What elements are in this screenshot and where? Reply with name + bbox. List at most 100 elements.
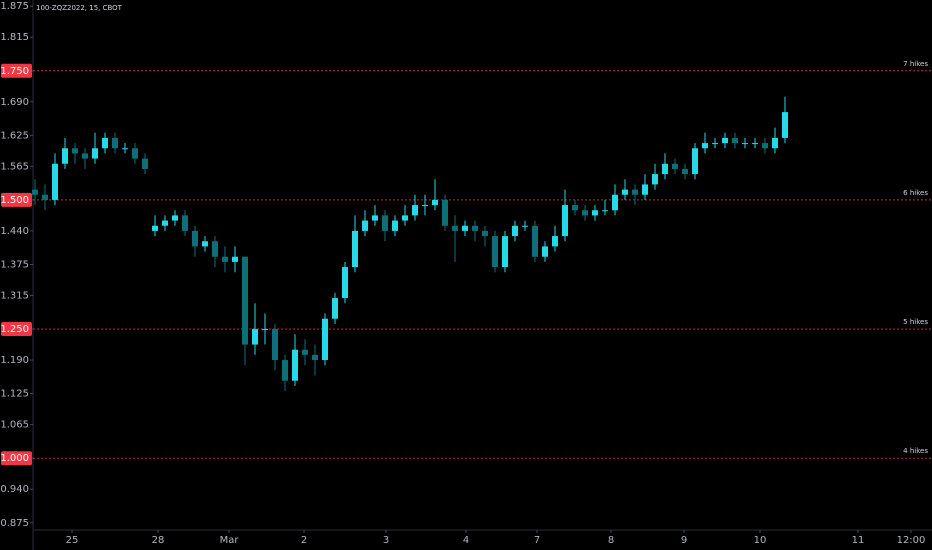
candle-body <box>672 163 678 169</box>
candle-body <box>142 158 148 169</box>
candle-body <box>72 148 78 154</box>
candle-body <box>642 184 648 195</box>
candle-body <box>402 215 408 221</box>
candle-body <box>112 137 118 149</box>
y-tick-label: 1.250 <box>0 324 29 335</box>
y-tick-label: 1.315 <box>0 290 29 301</box>
y-tick-label: 1.625 <box>0 130 29 141</box>
candle-body <box>372 215 378 221</box>
level-label: 4 hikes <box>903 447 928 455</box>
candle-body <box>362 220 368 231</box>
candle-body <box>502 236 508 268</box>
x-tick-label: 25 <box>66 535 79 546</box>
candle-body <box>42 194 48 200</box>
x-tick-label: 10 <box>754 535 767 546</box>
candle-body <box>252 329 258 345</box>
level-label: 5 hikes <box>903 318 928 326</box>
y-tick-label: 1.125 <box>0 389 29 400</box>
candle-body <box>192 230 198 247</box>
candle-body <box>482 230 488 237</box>
y-tick-label: 1.815 <box>0 32 29 43</box>
x-tick-label: 12:00 <box>897 535 926 546</box>
candle-body <box>332 298 338 319</box>
candle-body <box>412 205 418 216</box>
x-tick-label: Mar <box>220 535 240 546</box>
candle-body <box>702 143 708 149</box>
candle-body <box>342 267 348 299</box>
level-price-box <box>1 451 32 466</box>
candle-body <box>782 112 788 138</box>
level-label: 7 hikes <box>903 60 928 68</box>
chart-title: 100-ZQZ2022, 15, CBOT <box>36 4 123 12</box>
candle-body <box>732 137 738 144</box>
candle-body <box>582 210 588 216</box>
y-tick-label: 1.565 <box>0 161 29 172</box>
candle-body <box>102 137 108 149</box>
x-tick-label: 3 <box>383 535 389 546</box>
y-tick-label: 1.750 <box>0 66 29 77</box>
candle-body <box>352 230 358 268</box>
candle-body <box>242 256 248 345</box>
candle-body <box>62 148 68 164</box>
candle-body <box>52 163 58 200</box>
level-price-box <box>1 192 32 207</box>
y-tick-label: 1.375 <box>0 259 29 270</box>
candle-body <box>662 163 668 175</box>
candle-body <box>392 220 398 231</box>
candle-body <box>562 205 568 237</box>
x-tick-label: 28 <box>152 535 165 546</box>
candle-body <box>682 168 688 175</box>
y-tick-label: 1.000 <box>0 453 29 464</box>
candle-body <box>542 246 548 257</box>
y-tick-label: 1.500 <box>0 195 29 206</box>
candle-body <box>472 225 478 231</box>
y-tick-label: 1.065 <box>0 420 29 431</box>
candle-body <box>762 143 768 149</box>
level-price-box <box>1 63 32 78</box>
candle-body <box>522 225 528 227</box>
candle-body <box>152 225 158 231</box>
candle-body <box>712 143 718 145</box>
candle-body <box>92 148 98 159</box>
candle-body <box>572 205 578 211</box>
candle-body <box>602 210 608 212</box>
candle-body <box>652 174 658 185</box>
y-tick-label: 0.875 <box>0 518 29 529</box>
x-tick-label: 7 <box>534 535 540 546</box>
y-tick-label: 1.690 <box>0 97 29 108</box>
y-tick-label: 1.875 <box>0 1 29 12</box>
candle-body <box>592 210 598 216</box>
candle-body <box>202 241 208 247</box>
candle-body <box>742 143 748 145</box>
candle-body <box>232 256 238 262</box>
candle-body <box>772 137 778 149</box>
candle-body <box>322 318 328 361</box>
candle-body <box>632 189 638 195</box>
y-tick-label: 1.440 <box>0 226 29 237</box>
x-tick-label: 9 <box>681 535 687 546</box>
candle-body <box>272 329 278 361</box>
candle-body <box>302 349 308 355</box>
candle-body <box>182 215 188 231</box>
candle-body <box>162 220 168 226</box>
candle-body <box>172 215 178 221</box>
candle-body <box>512 225 518 237</box>
candle-body <box>462 225 468 231</box>
candle-body <box>612 194 618 211</box>
candle-body <box>532 225 538 257</box>
x-tick-label: 2 <box>301 535 307 546</box>
candle-body <box>752 143 758 145</box>
level-label: 6 hikes <box>903 189 928 197</box>
level-price-box <box>1 322 32 337</box>
candle-body <box>212 241 218 257</box>
y-tick-label: 1.190 <box>0 355 29 366</box>
candle-body <box>122 148 128 150</box>
candle-body <box>692 148 698 175</box>
candle-body <box>282 360 288 381</box>
y-tick-label: 0.940 <box>0 484 29 495</box>
candle-body <box>622 189 628 195</box>
candle-body <box>452 225 458 231</box>
x-tick-label: 8 <box>608 535 614 546</box>
